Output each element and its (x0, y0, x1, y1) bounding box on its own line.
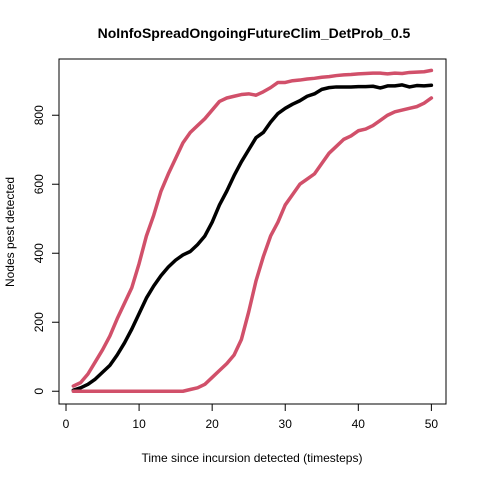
x-axis: 0 10 20 30 40 50 (63, 403, 439, 431)
chart-title: NoInfoSpreadOngoingFutureClim_DetProb_0.… (98, 25, 411, 41)
series-layer (71, 68, 434, 393)
x-tick-label: 30 (279, 417, 293, 431)
y-tick-label: 0 (32, 388, 46, 395)
y-tick-label: 200 (32, 312, 46, 332)
y-tick-label: 600 (32, 174, 46, 194)
y-tick-label: 800 (32, 105, 46, 125)
x-tick-label: 20 (205, 417, 219, 431)
y-axis-label: Nodes pest detected (3, 177, 17, 287)
x-tick-label: 0 (63, 417, 70, 431)
series-line-median (71, 83, 434, 392)
y-axis: 0 200 400 600 800 (32, 105, 60, 395)
series-line-lower (71, 96, 434, 393)
series-line-upper (71, 68, 434, 388)
x-tick-label: 50 (425, 417, 439, 431)
x-tick-label: 10 (132, 417, 146, 431)
x-tick-label: 40 (352, 417, 366, 431)
y-tick-label: 400 (32, 243, 46, 263)
x-axis-label: Time since incursion detected (timesteps… (142, 451, 363, 465)
